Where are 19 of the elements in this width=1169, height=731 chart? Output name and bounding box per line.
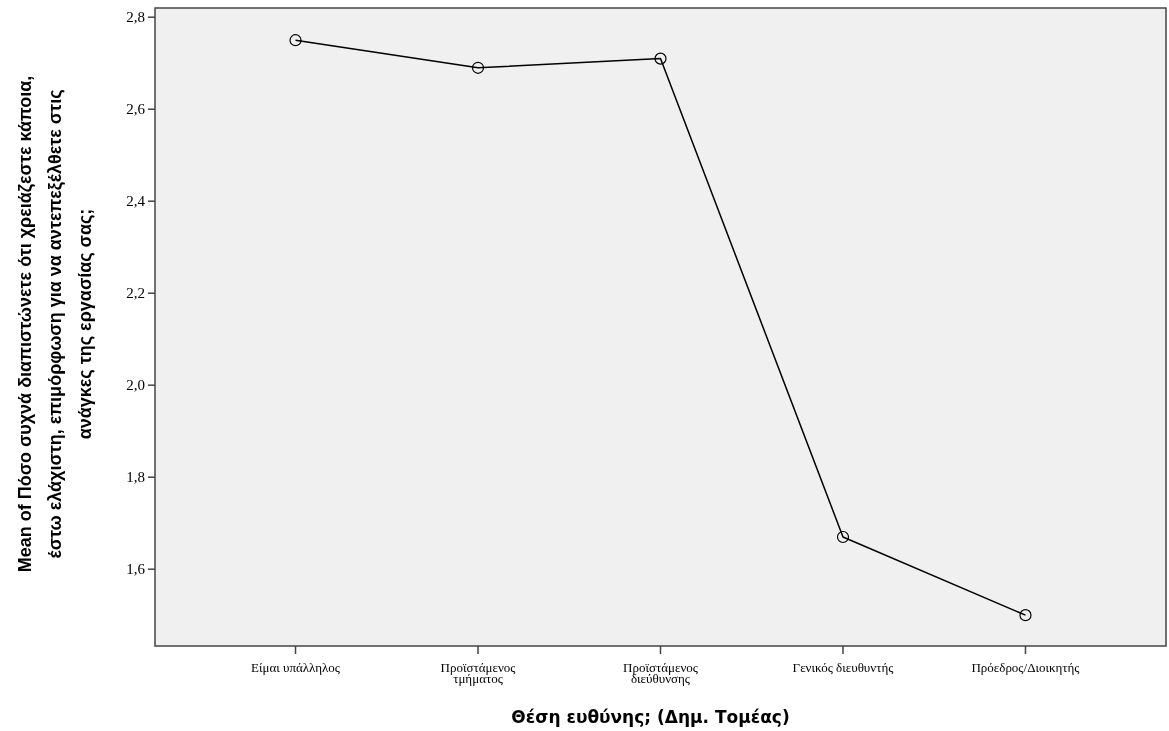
point [471,61,485,74]
point [836,530,850,544]
y-tick-label: 2,2 [126,285,145,302]
x-tick-label: Προϊστάμενος διεύθυνσης [623,660,699,686]
y-tick-label: 1,8 [126,469,145,486]
y-tick-label: 2,0 [126,377,145,394]
point [654,52,667,65]
point [1019,609,1032,622]
point [289,34,302,47]
y-tick-label: 1,6 [126,561,146,578]
x-tick-label: Γενικός διευθυντής [792,660,895,675]
y-tick-label: 2,8 [126,9,145,26]
x-tick-label: Πρόεδρος/Διοικητής [971,660,1081,675]
x-tick-label: Είμαι υπάλληλος [251,660,341,675]
y-tick-label: 2,6 [126,101,146,118]
y-axis-title: Mean of Πόσο συχνά διαπιστώνετε ότι χρειάζεστε κάποια, έστω ελάχιστη, επιμόρφωση για να αντεπεξέλθετε στις ανάγκες της εργασίας σας; [15,75,95,573]
x-axis-title: Θέση ευθύνης; (Δημ. Τομέας) [511,707,790,727]
x-tick-label: Προϊστάμενος τμήματος [440,660,517,686]
y-tick-label: 2,4 [126,193,146,210]
